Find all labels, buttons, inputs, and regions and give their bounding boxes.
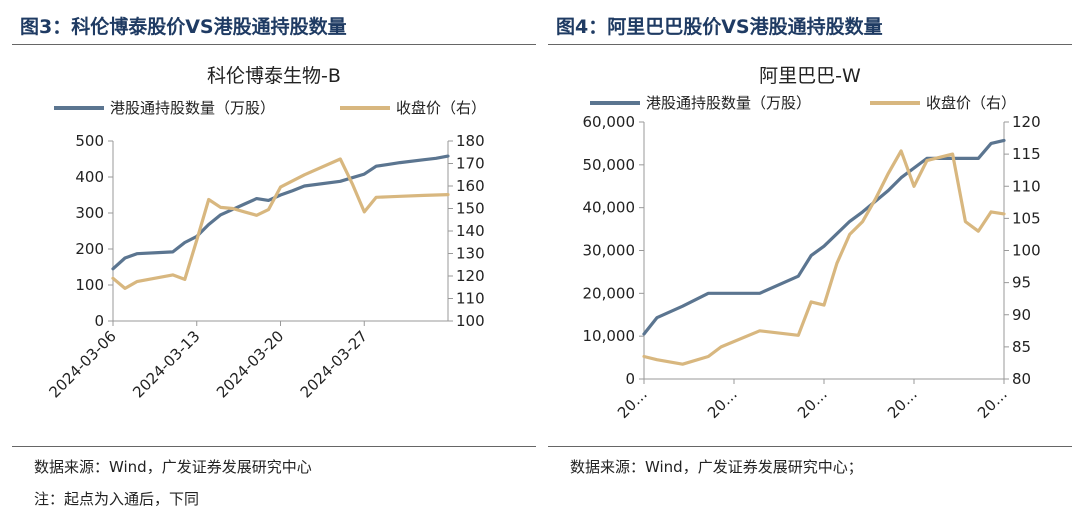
top-rule [12,44,536,45]
figure-3-panel: 图3：科伦博泰股价VS港股通持股数量 科伦博泰生物-B 港股通持股数量（万股） … [12,0,536,508]
legend: 港股通持股数量（万股） 收盘价（右） [54,99,486,117]
y-right-tick-label: 120 [1012,113,1041,131]
y-right-tick-label: 105 [1012,209,1041,227]
y-right-tick-label: 140 [456,222,485,240]
x-tick-label: 2024-03-27 [297,327,371,401]
y-right-tick-label: 85 [1012,338,1031,356]
y-right-tick-label: 90 [1012,306,1031,324]
y-left-tick-label: 30,000 [583,242,636,260]
footnote: 注：起点为入通后，下同 [34,490,200,508]
plot-area: 0 100 200 300 400 500 100 110 120 130 140 150 160 170… [45,132,484,401]
y-left-tick-label: 0 [94,312,104,330]
source-note: 数据来源：Wind，广发证券发展研究中心； [570,458,863,476]
legend-label-price: 收盘价（右） [926,94,1016,112]
top-rule [548,44,1072,45]
y-left-tick-label: 0 [625,370,635,388]
y-left-tick-label: 50,000 [583,156,636,174]
y-right-tick-label: 95 [1012,274,1031,292]
bottom-rule [12,446,536,447]
legend-label-price: 收盘价（右） [396,99,486,117]
series-line-price [642,149,1006,366]
y-left-tick-label: 10,000 [583,327,636,345]
y-right-tick-label: 110 [1012,177,1041,195]
y-right-tick-label: 115 [1012,145,1041,163]
y-right-tick-label: 100 [456,312,485,330]
bottom-rule [548,446,1072,447]
series-line-holdings [111,154,450,271]
y-left-tick-label: 100 [75,276,104,294]
source-note: 数据来源：Wind，广发证券发展研究中心 [34,458,312,476]
y-left-tick-label: 60,000 [583,113,636,131]
legend: 港股通持股数量（万股） 收盘价（右） [590,94,1016,112]
legend-label-holdings: 港股通持股数量（万股） [646,94,811,112]
y-left-tick-label: 20,000 [583,284,636,302]
y-right-tick-label: 110 [456,290,485,308]
figure-3-title: 图3：科伦博泰股价VS港股通持股数量 [20,16,347,38]
y-left-tick-label: 300 [75,204,104,222]
y-right-tick-label: 150 [456,200,485,218]
x-tick-label: 2024-03-13 [129,327,203,401]
y-right-tick-label: 130 [456,245,485,263]
x-tick-label: 2024-03-20 [213,327,287,401]
x-tick-label: 20… [884,385,921,422]
legend-label-holdings: 港股通持股数量（万股） [110,99,275,117]
chart-title: 科伦博泰生物-B [207,65,341,87]
y-right-tick-label: 160 [456,177,485,195]
y-left-tick-label: 200 [75,240,104,258]
chart-kelun: 科伦博泰生物-B 港股通持股数量（万股） 收盘价（右） 0 100 200 300 40… [45,65,486,401]
y-right-tick-label: 120 [456,267,485,285]
y-right-tick-label: 170 [456,155,485,173]
series-line-holdings [642,138,1006,336]
series-line-price [111,157,450,290]
figure-4-title: 图4：阿里巴巴股价VS港股通持股数量 [556,16,883,38]
x-tick-label: 20… [794,385,831,422]
y-right-tick-label: 80 [1012,370,1031,388]
chart-title: 阿里巴巴-W [759,65,861,87]
y-left-tick-label: 400 [75,168,104,186]
x-tick-label: 20… [974,385,1011,422]
plot-area: 0 10,000 20,000 30,000 40,000 50,000 60,000 80 8… [583,113,1041,422]
chart-alibaba: 阿里巴巴-W 港股通持股数量（万股） 收盘价（右） 0 10,000 20,000 3… [583,65,1041,422]
y-right-tick-label: 180 [456,132,485,150]
y-right-tick-label: 100 [1012,242,1041,260]
y-left-tick-label: 500 [75,132,104,150]
x-tick-label: 2024-03-06 [45,327,119,401]
figure-4-panel: 图4：阿里巴巴股价VS港股通持股数量 阿里巴巴-W 港股通持股数量（万股） 收盘… [548,0,1072,476]
x-tick-label: 20… [614,385,651,422]
y-left-tick-label: 40,000 [583,199,636,217]
x-tick-label: 20… [704,385,741,422]
